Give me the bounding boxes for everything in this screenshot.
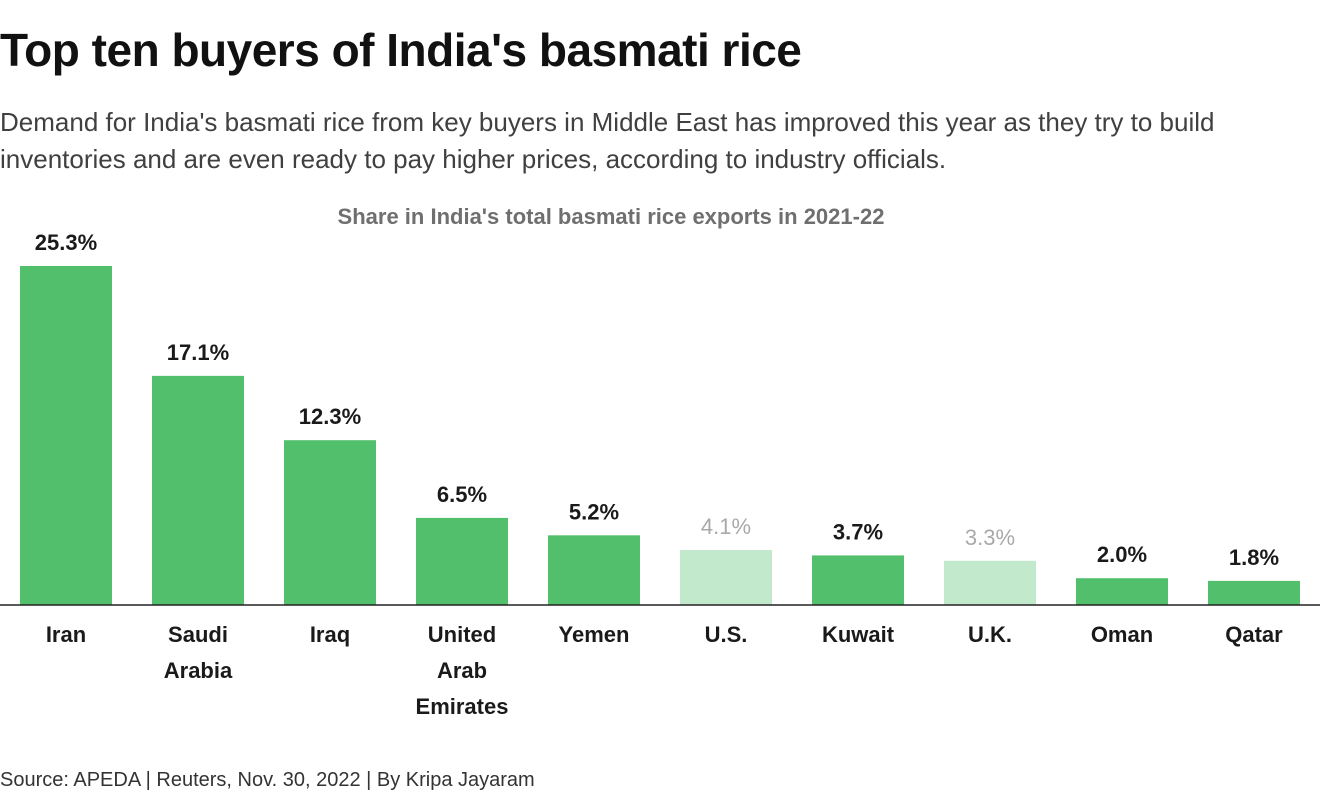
- category-label-line: U.S.: [705, 622, 748, 647]
- category-label-line: Yemen: [559, 622, 630, 647]
- category-label-line: Iraq: [310, 622, 350, 647]
- bar-u-s: [680, 550, 772, 605]
- category-label-qatar: Qatar: [1225, 622, 1283, 647]
- value-label-saudi-arabia: 17.1%: [167, 340, 229, 365]
- bar-chart-svg: Share in India's total basmati rice expo…: [0, 204, 1320, 719]
- value-label-u-k: 3.3%: [965, 525, 1015, 550]
- chart-title: Share in India's total basmati rice expo…: [338, 204, 885, 229]
- value-labels-group: 25.3% 17.1% 12.3% 6.5% 5.2% 4.1% 3.7% 3.3% 2.0% 1…: [35, 230, 1279, 570]
- category-label-yemen: Yemen: [559, 622, 630, 647]
- category-label-united-arab-emirates: United Arab Emirates: [416, 622, 509, 719]
- bar-iran: [20, 266, 112, 605]
- bar-u-k: [944, 560, 1036, 605]
- category-label-line: Arab: [437, 658, 487, 683]
- value-label-iraq: 12.3%: [299, 404, 361, 429]
- bar-oman: [1076, 578, 1168, 605]
- category-label-line: Qatar: [1225, 622, 1283, 647]
- bar-qatar: [1208, 580, 1300, 605]
- value-label-iran: 25.3%: [35, 230, 97, 255]
- category-label-line: Arabia: [164, 658, 233, 683]
- value-label-qatar: 1.8%: [1229, 545, 1279, 570]
- category-label-line: Saudi: [168, 622, 228, 647]
- bar-chart: Share in India's total basmati rice expo…: [0, 190, 1320, 740]
- category-label-oman: Oman: [1091, 622, 1153, 647]
- category-label-line: Oman: [1091, 622, 1153, 647]
- bar-united-arab-emirates: [416, 517, 508, 605]
- category-label-line: Emirates: [416, 694, 509, 719]
- bar-kuwait: [812, 555, 904, 605]
- bars-group: [20, 266, 1300, 605]
- category-label-u-s: U.S.: [705, 622, 748, 647]
- category-label-line: United: [428, 622, 496, 647]
- bar-yemen: [548, 535, 640, 605]
- category-labels-group: Iran Saudi Arabia Iraq United Arab Emirates Yem…: [46, 622, 1283, 719]
- value-label-kuwait: 3.7%: [833, 519, 883, 544]
- chart-subtitle: Demand for India's basmati rice from key…: [0, 107, 1215, 174]
- bar-saudi-arabia: [152, 375, 244, 605]
- category-label-line: U.K.: [968, 622, 1012, 647]
- category-label-iraq: Iraq: [310, 622, 350, 647]
- category-label-line: Kuwait: [822, 622, 895, 647]
- value-label-yemen: 5.2%: [569, 499, 619, 524]
- value-label-united-arab-emirates: 6.5%: [437, 482, 487, 507]
- value-label-u-s: 4.1%: [701, 514, 751, 539]
- category-label-kuwait: Kuwait: [822, 622, 895, 647]
- category-label-u-k: U.K.: [968, 622, 1012, 647]
- value-label-oman: 2.0%: [1097, 542, 1147, 567]
- source-credit: Source: APEDA | Reuters, Nov. 30, 2022 |…: [0, 769, 535, 791]
- bar-iraq: [284, 440, 376, 605]
- category-label-line: Iran: [46, 622, 86, 647]
- category-label-saudi-arabia: Saudi Arabia: [164, 622, 233, 683]
- chart-headline: Top ten buyers of India's basmati rice: [0, 24, 802, 76]
- category-label-iran: Iran: [46, 622, 86, 647]
